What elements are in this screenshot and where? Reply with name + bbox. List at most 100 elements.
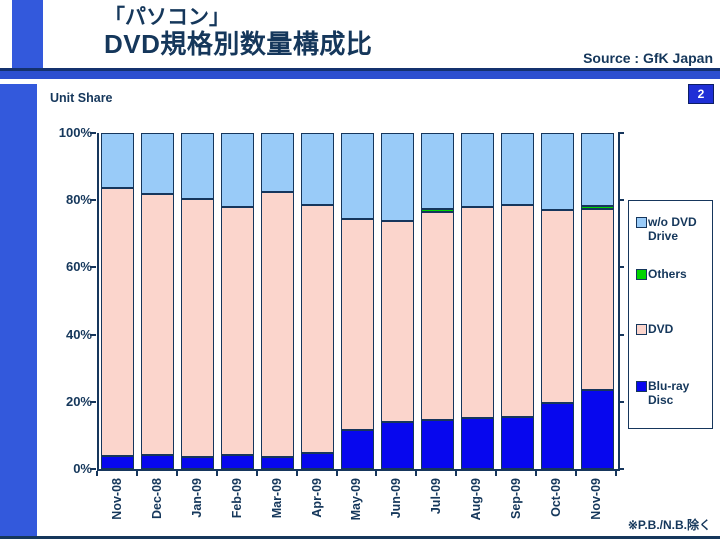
- bar-segment-w-o-dvd-drive: [301, 133, 335, 206]
- x-axis-label-text: Sep-09: [509, 478, 524, 519]
- page-title-line2: DVD規格別数量構成比: [104, 29, 373, 60]
- x-axis-label-text: Jul-09: [429, 478, 444, 515]
- y-axis-label: 0%: [73, 461, 92, 476]
- x-axis-label: Sep-09: [496, 478, 536, 540]
- x-axis-label-text: May-09: [349, 478, 364, 521]
- x-axis-label: Feb-09: [217, 478, 257, 540]
- y-axis-tick-right: [618, 266, 624, 269]
- chart-plot-area: [97, 133, 620, 471]
- chart-legend: w/o DVD Drive Others DVD Blu-ray Disc: [628, 200, 713, 429]
- y-axis-tick-left: [90, 400, 96, 403]
- y-axis-tick-right: [618, 400, 624, 403]
- bar-segment-blu-ray-disc: [460, 418, 494, 469]
- x-axis-label: Oct-09: [536, 478, 576, 540]
- x-axis-label: Dec-08: [137, 478, 177, 540]
- bar-segment-w-o-dvd-drive: [540, 133, 574, 210]
- page-number: 2: [697, 87, 705, 101]
- bar-segment-w-o-dvd-drive: [460, 133, 494, 207]
- x-axis-tick: [96, 471, 98, 476]
- bar-segment-blu-ray-disc: [141, 455, 175, 469]
- bar-segment-w-o-dvd-drive: [101, 133, 135, 188]
- x-axis-label-text: Mar-09: [269, 478, 284, 519]
- x-axis-label-text: Aug-09: [469, 478, 484, 521]
- bar-segment-blu-ray-disc: [101, 455, 135, 469]
- bar-segment-w-o-dvd-drive: [341, 133, 374, 220]
- legend-item-w-o-dvd-drive: w/o DVD Drive: [636, 215, 697, 244]
- bar-segment-dvd: [101, 187, 135, 456]
- bar-segment-blu-ray-disc: [500, 416, 534, 469]
- y-axis-tick-right: [618, 468, 624, 470]
- x-axis-tick: [375, 471, 378, 476]
- x-axis-tick: [215, 471, 218, 476]
- legend-swatch-icon: [636, 269, 647, 280]
- source-credit: Source : GfK Japan: [583, 50, 713, 66]
- x-axis-tick: [535, 471, 538, 476]
- x-axis-tick: [135, 471, 138, 476]
- legend-label: Others: [648, 267, 687, 281]
- x-axis-tick: [255, 471, 258, 476]
- footnote: ※P.B./N.B.除く: [627, 518, 711, 532]
- y-axis-tick-right: [618, 333, 624, 336]
- x-axis-label: Aug-09: [456, 478, 496, 540]
- page-number-badge: 2: [688, 84, 714, 104]
- x-axis-tick: [175, 471, 178, 476]
- bar-segment-dvd: [380, 221, 414, 422]
- bar-segment-blu-ray-disc: [380, 421, 414, 469]
- bar-segment-w-o-dvd-drive: [221, 133, 255, 207]
- bar-segment-others: [580, 205, 614, 209]
- bar-segment-blu-ray-disc: [181, 456, 215, 469]
- y-axis-tick-left: [90, 132, 96, 134]
- bar-segment-w-o-dvd-drive: [181, 133, 215, 200]
- bar-segment-w-o-dvd-drive: [420, 133, 454, 209]
- x-axis-label: Nov-09: [576, 478, 616, 540]
- y-axis-label: 100%: [58, 125, 92, 140]
- bar-segment-blu-ray-disc: [420, 419, 454, 469]
- x-axis-label: Nov-08: [97, 478, 137, 540]
- legend-item-blu-ray-disc: Blu-ray Disc: [636, 379, 689, 408]
- x-axis-tick: [575, 471, 578, 476]
- x-axis-label-text: Oct-09: [549, 478, 564, 517]
- x-axis-label-text: Nov-08: [109, 478, 124, 520]
- top-left-accent-block: [12, 0, 43, 68]
- bottom-rule: [0, 536, 720, 539]
- bar-segment-dvd: [181, 199, 215, 457]
- legend-swatch-icon: [636, 324, 647, 335]
- bar-segment-dvd: [540, 209, 574, 404]
- y-axis-tick-left: [90, 266, 96, 269]
- x-axis-tick: [415, 471, 418, 476]
- bar-segment-w-o-dvd-drive: [500, 133, 534, 206]
- y-axis-tick-left: [90, 333, 96, 336]
- x-axis-label: May-09: [337, 478, 377, 540]
- x-axis-tick: [495, 471, 498, 476]
- bar-segment-dvd: [460, 206, 494, 419]
- bar-segment-blu-ray-disc: [301, 453, 335, 469]
- x-axis-label-text: Feb-09: [229, 478, 244, 519]
- x-axis-label-text: Apr-09: [309, 478, 324, 518]
- x-axis-label: Jun-09: [376, 478, 416, 540]
- legend-label: Blu-ray Disc: [648, 379, 690, 408]
- y-axis-tick-right: [618, 199, 624, 202]
- x-axis-tick: [615, 471, 617, 476]
- bar-segment-blu-ray-disc: [540, 403, 574, 469]
- legend-item-dvd: DVD: [636, 322, 673, 336]
- page-title: 「パソコン」 DVD規格別数量構成比: [104, 6, 372, 60]
- bar-segment-dvd: [141, 194, 175, 456]
- x-axis-label-text: Jun-09: [389, 478, 404, 519]
- y-axis-label: 40%: [65, 326, 92, 342]
- bar-segment-w-o-dvd-drive: [580, 133, 614, 206]
- bar-segment-dvd: [420, 211, 454, 420]
- x-axis-label: Mar-09: [257, 478, 297, 540]
- x-axis-label-text: Jan-09: [189, 478, 204, 518]
- x-axis-label: Jan-09: [177, 478, 217, 540]
- page-title-line1: 「パソコン」: [104, 6, 230, 29]
- bar-segment-dvd: [500, 205, 534, 417]
- x-axis-tick: [295, 471, 298, 476]
- x-axis-label: Jul-09: [416, 478, 456, 540]
- bar-segment-blu-ray-disc: [221, 455, 255, 469]
- left-accent-column: [0, 84, 37, 536]
- x-axis-tick: [455, 471, 458, 476]
- bar-segment-w-o-dvd-drive: [141, 133, 175, 195]
- legend-label: DVD: [648, 322, 674, 336]
- bar-segment-dvd: [341, 219, 374, 430]
